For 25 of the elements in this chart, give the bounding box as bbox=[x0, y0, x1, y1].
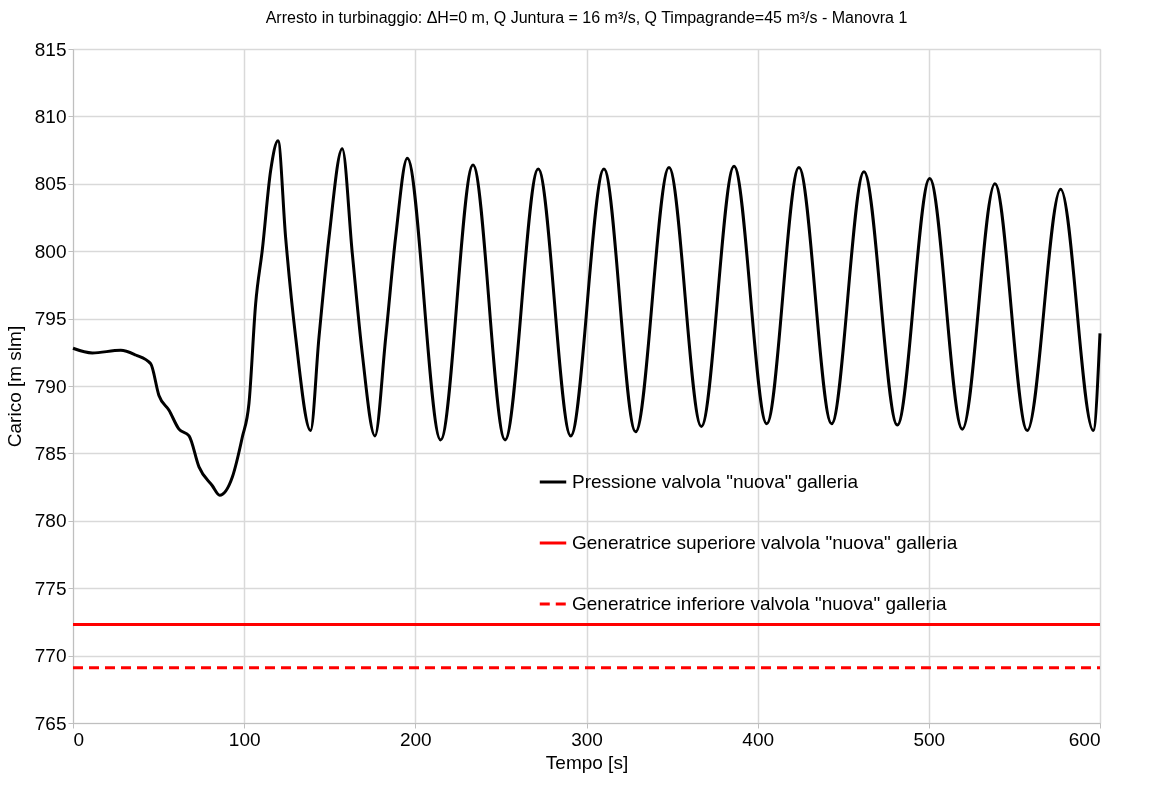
chart-title: Arresto in turbinaggio: ΔH=0 m, Q Juntura = 16 m³/s, Q Timpagrande=45 m³/s - Manovra 1 bbox=[265, 9, 908, 26]
y-tick-label: 765 bbox=[34, 712, 67, 734]
x-tick-label: 500 bbox=[913, 728, 946, 750]
line-series bbox=[71, 139, 1102, 497]
y-axis-title: Carico [m slm] bbox=[3, 325, 25, 448]
legend-label: Pressione valvola "nuova" galleria bbox=[572, 471, 859, 492]
x-tick-label: 300 bbox=[571, 728, 603, 750]
x-tick-label: 400 bbox=[742, 728, 775, 750]
y-tick-label: 785 bbox=[34, 442, 67, 464]
legend-label: Generatrice superiore valvola "nuova" galleria bbox=[572, 532, 958, 553]
y-tick-label: 795 bbox=[34, 308, 67, 330]
y-tick-label: 775 bbox=[34, 577, 67, 599]
x-tick-label: 600 bbox=[1068, 728, 1101, 750]
y-tick-label: 770 bbox=[34, 645, 67, 667]
y-tick-label: 805 bbox=[34, 173, 67, 195]
x-axis-title: Tempo [s] bbox=[545, 751, 629, 773]
y-tick-label: 800 bbox=[34, 240, 67, 262]
y-tick-label: 815 bbox=[34, 38, 67, 60]
x-tick-label: 200 bbox=[399, 728, 432, 750]
y-tick-label: 780 bbox=[34, 510, 67, 532]
x-tick-label: 0 bbox=[73, 728, 85, 750]
legend-label: Generatrice inferiore valvola "nuova" galleria bbox=[572, 593, 948, 614]
y-tick-label: 810 bbox=[34, 105, 67, 127]
x-tick-label: 100 bbox=[228, 728, 261, 750]
y-tick-label: 790 bbox=[34, 375, 67, 397]
